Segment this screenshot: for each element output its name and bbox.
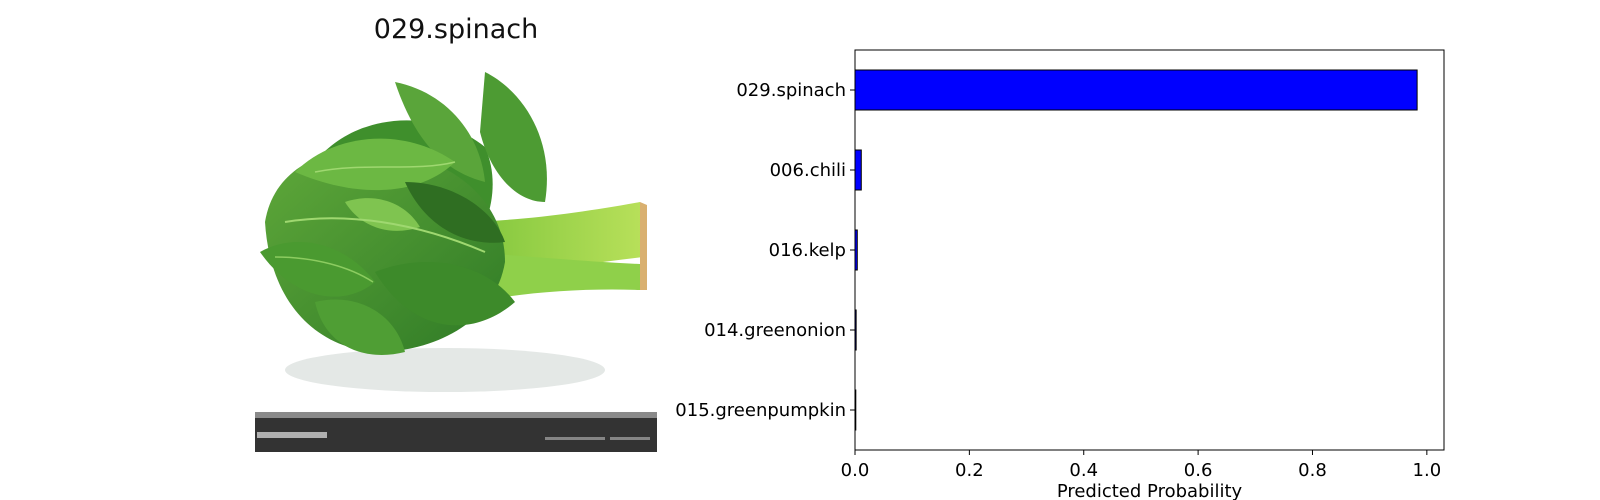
bar-029-spinach (854, 69, 1418, 111)
x-axis-label: Predicted Probability (1057, 481, 1243, 500)
bar-006-chili (854, 149, 862, 191)
y-tick-label: 015.greenpumpkin (675, 400, 846, 421)
y-tick-labels: 029.spinach 006.chili 016.kelp 014.greenoni… (675, 80, 855, 421)
x-tick-label: 0.0 (841, 460, 870, 481)
y-tick-label: 016.kelp (769, 240, 846, 261)
footer-strip (255, 412, 657, 418)
x-tick-label: 0.6 (1184, 460, 1213, 481)
image-title: 029.spinach (373, 14, 539, 45)
axes-frame (854, 49, 1445, 451)
y-tick-label: 014.greenonion (704, 320, 846, 341)
x-ticks: 0.0 0.2 0.4 0.6 0.8 1.0 (841, 450, 1441, 481)
x-tick-label: 1.0 (1413, 460, 1442, 481)
x-tick-label: 0.8 (1298, 460, 1327, 481)
y-tick-label: 006.chili (770, 160, 846, 181)
x-tick-label: 0.4 (1069, 460, 1098, 481)
spinach-photo (255, 52, 657, 452)
y-tick-label: 029.spinach (736, 80, 846, 101)
bars-group (854, 69, 1418, 431)
x-tick-label: 0.2 (955, 460, 984, 481)
